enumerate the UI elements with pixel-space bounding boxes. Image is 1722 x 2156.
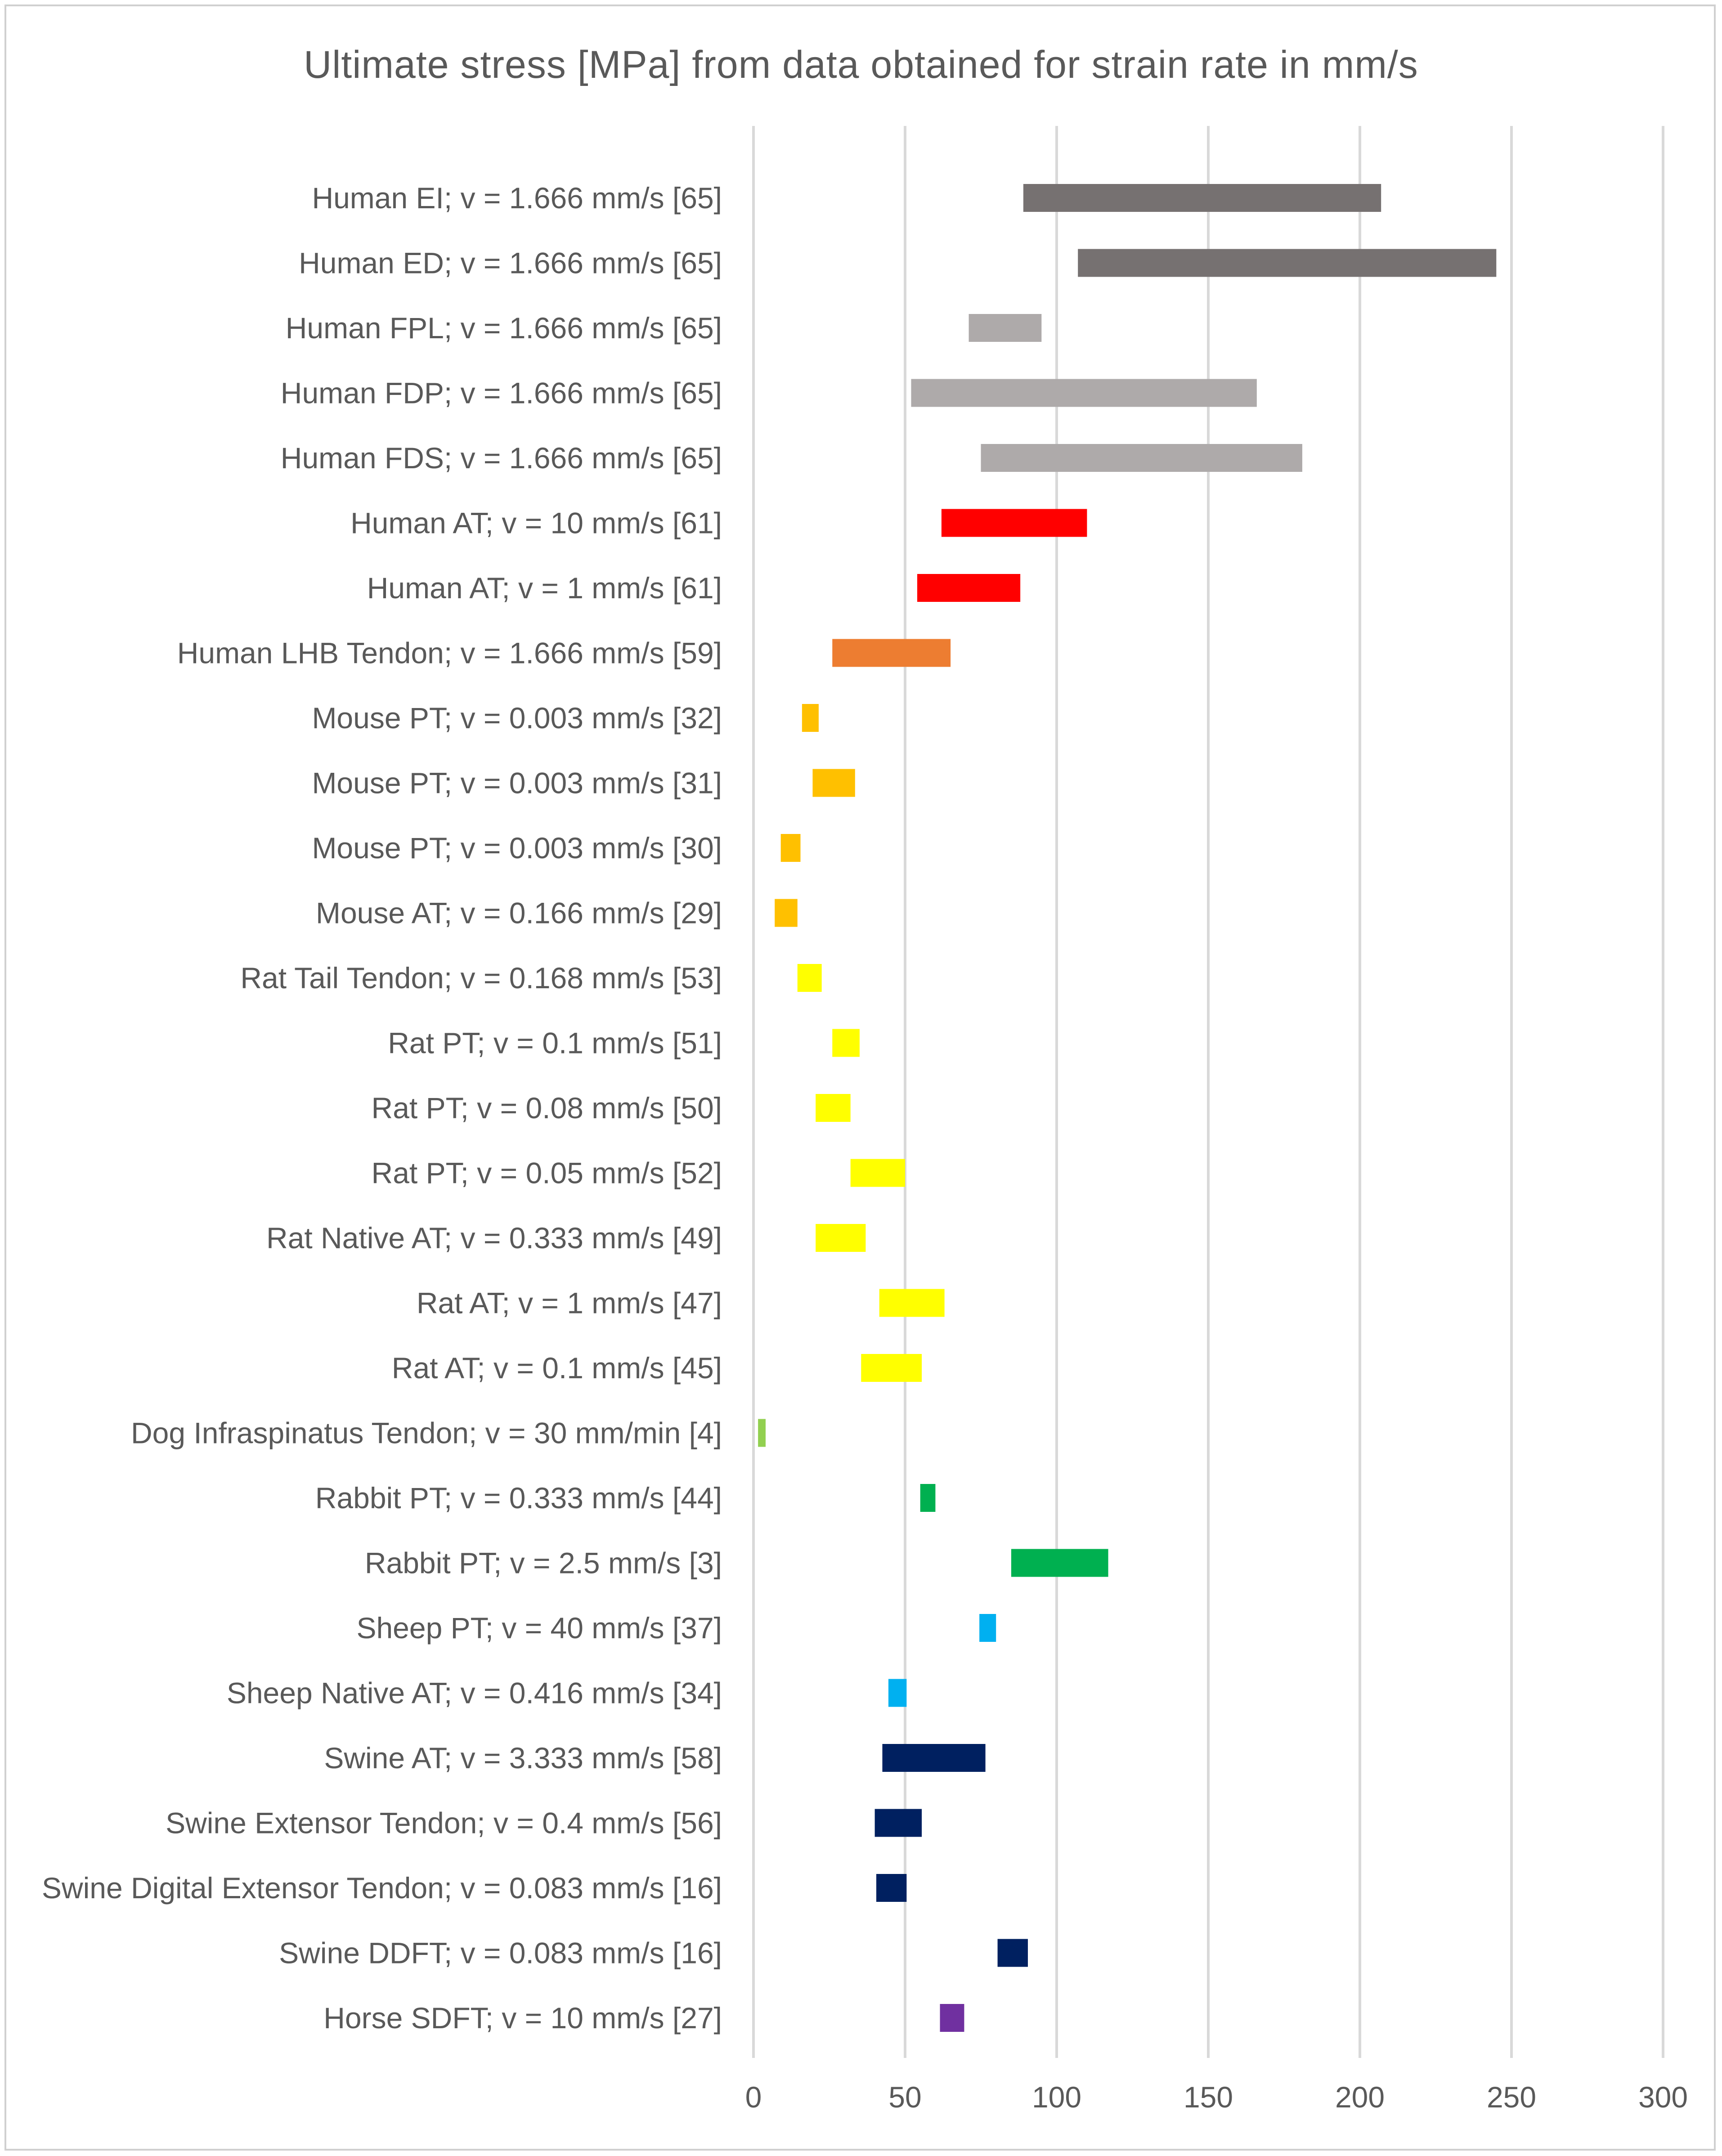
category-label: Rabbit PT; v = 0.333 mm/s [44]: [315, 1481, 722, 1515]
x-tick-label: 300: [1638, 2080, 1688, 2114]
x-tick-label: 100: [1032, 2080, 1081, 2114]
range-bar: [797, 964, 822, 992]
category-label: Human AT; v = 10 mm/s [61]: [350, 507, 722, 540]
category-label: Mouse AT; v = 0.166 mm/s [29]: [316, 896, 722, 930]
category-label: Swine DDFT; v = 0.083 mm/s [16]: [279, 1936, 722, 1970]
range-bar: [1011, 1549, 1108, 1577]
range-bar: [941, 509, 1087, 537]
range-bar: [920, 1484, 936, 1512]
category-label: Mouse PT; v = 0.003 mm/s [30]: [312, 831, 722, 865]
category-label: Rat AT; v = 0.1 mm/s [45]: [392, 1351, 722, 1385]
category-label: Human FDS; v = 1.666 mm/s [65]: [281, 441, 722, 475]
category-label: Mouse PT; v = 0.003 mm/s [31]: [312, 766, 722, 800]
range-bar: [888, 1679, 907, 1707]
category-label: Horse SDFT; v = 10 mm/s [27]: [323, 2001, 722, 2035]
category-label: Swine Digital Extensor Tendon; v = 0.083…: [42, 1871, 722, 1905]
range-bar: [850, 1159, 905, 1187]
category-label: Swine Extensor Tendon; v = 0.4 mm/s [56]: [166, 1806, 722, 1840]
category-label: Rat PT; v = 0.08 mm/s [50]: [372, 1091, 722, 1125]
range-bar: [1078, 249, 1497, 277]
range-bar: [861, 1354, 922, 1382]
category-label: Human FPL; v = 1.666 mm/s [65]: [286, 311, 722, 345]
x-tick-label: 0: [745, 2080, 762, 2114]
range-bar: [802, 704, 819, 732]
range-bar: [981, 444, 1302, 472]
category-label: Rabbit PT; v = 2.5 mm/s [3]: [365, 1546, 722, 1580]
category-label: Human ED; v = 1.666 mm/s [65]: [299, 247, 722, 280]
category-label: Human EI; v = 1.666 mm/s [65]: [312, 181, 722, 215]
range-bar: [979, 1614, 996, 1642]
x-tick-label: 150: [1184, 2080, 1233, 2114]
range-bar: [780, 834, 801, 862]
category-label: Human AT; v = 1 mm/s [61]: [367, 571, 722, 605]
range-bar: [775, 899, 798, 927]
range-bar: [816, 1224, 866, 1252]
category-label: Human FDP; v = 1.666 mm/s [65]: [281, 377, 722, 410]
range-bar: [758, 1419, 766, 1447]
range-bar: [997, 1939, 1028, 1967]
range-bar: [911, 379, 1257, 407]
category-label: Sheep Native AT; v = 0.416 mm/s [34]: [227, 1676, 722, 1710]
range-bar: [882, 1744, 986, 1772]
range-bar: [879, 1289, 945, 1317]
category-label: Human LHB Tendon; v = 1.666 mm/s [59]: [177, 636, 722, 670]
x-tick-label: 250: [1487, 2080, 1536, 2114]
range-bar: [876, 1874, 907, 1902]
x-tick-label: 200: [1335, 2080, 1385, 2114]
x-tick-label: 50: [888, 2080, 921, 2114]
category-label: Sheep PT; v = 40 mm/s [37]: [356, 1611, 722, 1645]
range-bar: [874, 1809, 922, 1837]
category-label: Rat Tail Tendon; v = 0.168 mm/s [53]: [240, 961, 722, 995]
category-label: Mouse PT; v = 0.003 mm/s [32]: [312, 701, 722, 735]
range-bar: [940, 2004, 964, 2032]
range-bar: [1023, 184, 1381, 212]
chart-frame: [4, 4, 1716, 2151]
category-label: Rat PT; v = 0.05 mm/s [52]: [372, 1156, 722, 1190]
range-bar: [812, 769, 855, 797]
range-bar: [832, 639, 951, 667]
category-label: Rat AT; v = 1 mm/s [47]: [417, 1286, 722, 1320]
category-label: Rat PT; v = 0.1 mm/s [51]: [388, 1026, 722, 1060]
category-label: Swine AT; v = 3.333 mm/s [58]: [324, 1741, 722, 1775]
chart-title: Ultimate stress [MPa] from data obtained…: [304, 43, 1418, 86]
range-bar: [917, 574, 1021, 602]
range-bar: [816, 1094, 851, 1122]
range-bar: [832, 1029, 860, 1057]
range-bar: [969, 314, 1042, 342]
category-label: Rat Native AT; v = 0.333 mm/s [49]: [266, 1221, 722, 1255]
category-label: Dog Infraspinatus Tendon; v = 30 mm/min …: [131, 1416, 722, 1450]
